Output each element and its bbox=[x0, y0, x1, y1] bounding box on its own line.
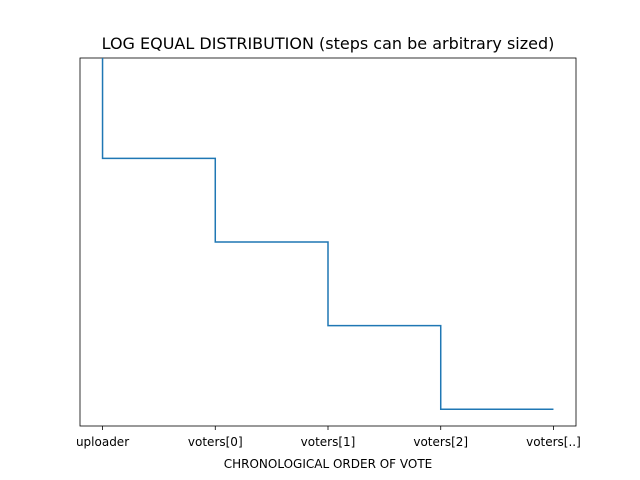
series-step-line bbox=[101, 58, 554, 411]
x-tick-label: voters[0] bbox=[188, 435, 243, 449]
chart-title: LOG EQUAL DISTRIBUTION (steps can be arb… bbox=[102, 34, 555, 53]
plot-area: uploader voters[0] voters[1] voters[2] voter… bbox=[76, 57, 581, 449]
x-tick-label: voters[1] bbox=[301, 435, 356, 449]
x-tick-label: voters[2] bbox=[413, 435, 468, 449]
x-tick-label: voters[..] bbox=[526, 435, 581, 449]
x-tick-label: uploader bbox=[76, 435, 129, 449]
x-axis-label: CHRONOLOGICAL ORDER OF VOTE bbox=[224, 457, 433, 471]
